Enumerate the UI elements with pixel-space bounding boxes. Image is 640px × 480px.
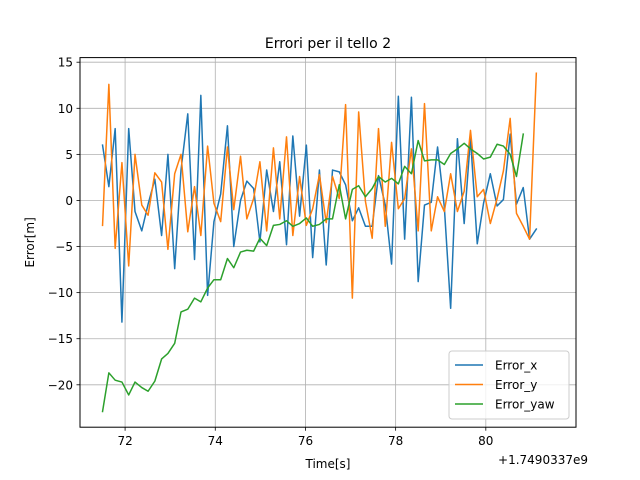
x-tick-label: 80 (478, 434, 493, 448)
y-tick-label: −5 (55, 240, 73, 254)
x-tick-label: 72 (117, 434, 132, 448)
y-axis-label: Error[m] (23, 217, 37, 267)
series-line-error-y (101, 72, 538, 299)
series-line-error-x (101, 94, 538, 323)
x-tick-label: 76 (298, 434, 313, 448)
legend: Error_x Error_y Error_yaw (448, 350, 570, 420)
series-line-error-yaw (101, 133, 525, 413)
chart-title: Errori per il tello 2 (265, 36, 391, 52)
x-tick-label: 78 (388, 434, 403, 448)
y-ticks: −20 −15 −10 −5 0 5 10 15 (48, 56, 80, 392)
x-axis-offset-label: +1.7490337e9 (498, 453, 588, 467)
x-tick-label: 74 (208, 434, 223, 448)
y-tick-label: 0 (65, 194, 73, 208)
y-tick-label: −15 (48, 332, 73, 346)
legend-box (448, 350, 570, 420)
y-tick-label: −20 (48, 378, 73, 392)
legend-label-error-x: Error_x (495, 359, 537, 373)
legend-label-error-y: Error_y (495, 378, 537, 392)
x-axis-label: Time[s] (305, 457, 351, 471)
y-tick-label: −10 (48, 286, 73, 300)
x-ticks: 72 74 76 78 80 (117, 427, 493, 448)
series-lines (101, 72, 538, 413)
y-tick-label: 5 (65, 148, 73, 162)
grid (80, 57, 576, 428)
y-tick-label: 15 (58, 56, 73, 70)
legend-label-error-yaw: Error_yaw (495, 398, 555, 412)
y-tick-label: 10 (58, 102, 73, 116)
plot-frame (79, 57, 577, 428)
